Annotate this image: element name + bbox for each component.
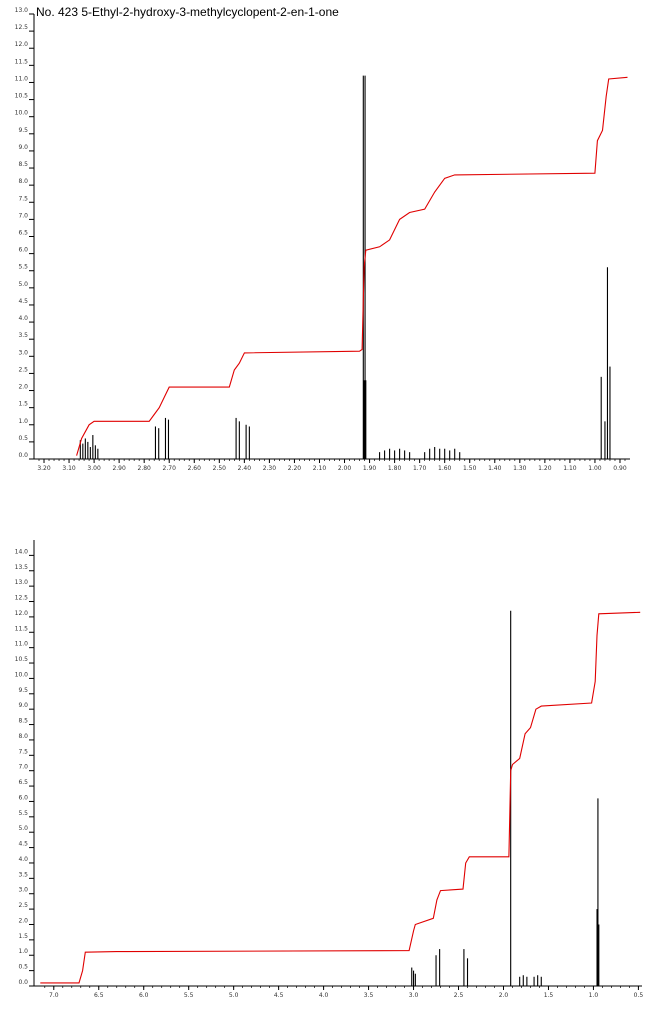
x-tick-label: 2.30 xyxy=(263,465,277,472)
y-tick-label: 13.5 xyxy=(15,564,29,571)
y-tick-label: 2.5 xyxy=(18,902,28,909)
x-tick-label: 2.60 xyxy=(188,465,202,472)
x-tick-label: 2.40 xyxy=(238,465,252,472)
x-tick-label: 5.0 xyxy=(229,992,239,999)
y-tick-label: 1.0 xyxy=(18,418,28,425)
y-tick-label: 3.5 xyxy=(18,871,28,878)
y-tick-label: 8.5 xyxy=(18,718,28,725)
y-tick-label: 9.5 xyxy=(18,687,28,694)
y-tick-label: 8.0 xyxy=(18,733,28,740)
x-tick-label: 1.5 xyxy=(544,992,554,999)
y-tick-label: 0.0 xyxy=(18,979,28,986)
y-tick-label: 1.5 xyxy=(18,933,28,940)
x-tick-label: 1.80 xyxy=(388,465,402,472)
x-tick-label: 2.50 xyxy=(213,465,227,472)
x-tick-label: 1.0 xyxy=(589,992,599,999)
y-tick-label: 10.0 xyxy=(15,110,29,117)
y-tick-label: 5.0 xyxy=(18,281,28,288)
x-tick-label: 2.0 xyxy=(499,992,509,999)
x-tick-label: 7.0 xyxy=(49,992,59,999)
x-tick-label: 3.20 xyxy=(37,465,51,472)
x-tick-label: 1.10 xyxy=(563,465,577,472)
y-tick-label: 2.0 xyxy=(18,917,28,924)
y-tick-label: 11.5 xyxy=(15,58,29,65)
y-tick-label: 0.5 xyxy=(18,964,28,971)
y-tick-label: 13.0 xyxy=(15,579,29,586)
x-tick-label: 1.00 xyxy=(588,465,602,472)
x-tick-label: 4.0 xyxy=(319,992,329,999)
y-tick-label: 12.0 xyxy=(15,41,29,48)
y-tick-label: 9.0 xyxy=(18,702,28,709)
x-tick-label: 1.20 xyxy=(538,465,552,472)
y-tick-label: 3.0 xyxy=(18,887,28,894)
integral-curve xyxy=(76,76,628,456)
y-tick-label: 6.5 xyxy=(18,230,28,237)
y-tick-label: 4.5 xyxy=(18,298,28,305)
y-tick-label: 11.5 xyxy=(15,625,29,632)
x-tick-label: 2.20 xyxy=(288,465,302,472)
x-tick-label: 3.00 xyxy=(87,465,101,472)
x-tick-label: 2.70 xyxy=(163,465,177,472)
y-tick-label: 11.0 xyxy=(15,641,29,648)
x-tick-label: 2.10 xyxy=(313,465,327,472)
full-nmr-chart: 0.0 0.5 1.0 1.5 2.0 2.5 3.0 3.5 4.0 4.5 5.0 5.5 6.0 6… xyxy=(15,540,644,999)
y-tick-label: 12.5 xyxy=(15,595,29,602)
x-tick-label: 0.5 xyxy=(634,992,644,999)
x-tick-label: 3.5 xyxy=(364,992,374,999)
y-tick-label: 9.0 xyxy=(18,144,28,151)
x-tick-label: 6.5 xyxy=(94,992,104,999)
x-tick-label: 1.40 xyxy=(488,465,502,472)
y-tick-label: 5.0 xyxy=(18,825,28,832)
y-tick-label: 8.0 xyxy=(18,178,28,185)
x-tick-label: 3.0 xyxy=(409,992,419,999)
y-tick-label: 1.0 xyxy=(18,948,28,955)
x-tick-label: 3.10 xyxy=(62,465,76,472)
y-tick-label: 14.0 xyxy=(15,548,29,555)
y-tick-label: 2.5 xyxy=(18,366,28,373)
x-tick-label: 2.00 xyxy=(338,465,352,472)
x-tick-label: 4.5 xyxy=(274,992,284,999)
x-tick-label: 0.90 xyxy=(613,465,627,472)
y-tick-label: 10.0 xyxy=(15,671,29,678)
y-tick-label: 5.5 xyxy=(18,264,28,271)
x-tick-label: 2.90 xyxy=(112,465,126,472)
y-tick-label: 5.5 xyxy=(18,810,28,817)
x-tick-label: 2.80 xyxy=(138,465,152,472)
y-tick-label: 9.5 xyxy=(18,127,28,134)
y-tick-label: 3.5 xyxy=(18,332,28,339)
x-tick-label: 1.30 xyxy=(513,465,527,472)
y-tick-label: 1.5 xyxy=(18,401,28,408)
x-tick-label: 1.60 xyxy=(438,465,452,472)
y-tick-label: 6.5 xyxy=(18,779,28,786)
x-tick-label: 2.5 xyxy=(454,992,464,999)
y-tick-label: 0.0 xyxy=(18,452,28,459)
y-tick-label: 6.0 xyxy=(18,247,28,254)
y-tick-label: 10.5 xyxy=(15,93,29,100)
y-tick-label: 7.0 xyxy=(18,212,28,219)
y-tick-label: 10.5 xyxy=(15,656,29,663)
y-tick-label: 2.0 xyxy=(18,384,28,391)
chart-title: No. 423 5-Ethyl-2-hydroxy-3-methylcyclop… xyxy=(36,5,339,19)
y-tick-label: 7.0 xyxy=(18,764,28,771)
x-tick-label: 6.0 xyxy=(139,992,149,999)
x-tick-label: 5.5 xyxy=(184,992,194,999)
y-tick-label: 4.0 xyxy=(18,856,28,863)
x-tick-label: 1.90 xyxy=(363,465,377,472)
expanded-nmr-chart: 0.0 0.5 1.0 1.5 2.0 2.5 3.0 3.5 4.0 4.5 5.0 5.5 6.0 6… xyxy=(15,7,630,472)
y-tick-label: 7.5 xyxy=(18,748,28,755)
y-tick-label: 0.5 xyxy=(18,435,28,442)
integral-curve xyxy=(40,611,641,984)
y-tick-label: 12.0 xyxy=(15,610,29,617)
y-tick-label: 4.0 xyxy=(18,315,28,322)
y-tick-label: 6.0 xyxy=(18,794,28,801)
y-tick-label: 7.5 xyxy=(18,195,28,202)
y-tick-label: 8.5 xyxy=(18,161,28,168)
y-tick-label: 12.5 xyxy=(15,24,29,31)
y-tick-label: 13.0 xyxy=(15,7,29,14)
x-tick-label: 1.70 xyxy=(413,465,427,472)
y-tick-label: 4.5 xyxy=(18,841,28,848)
x-tick-label: 1.50 xyxy=(463,465,477,472)
y-tick-label: 3.0 xyxy=(18,349,28,356)
y-tick-label: 11.0 xyxy=(15,75,29,82)
